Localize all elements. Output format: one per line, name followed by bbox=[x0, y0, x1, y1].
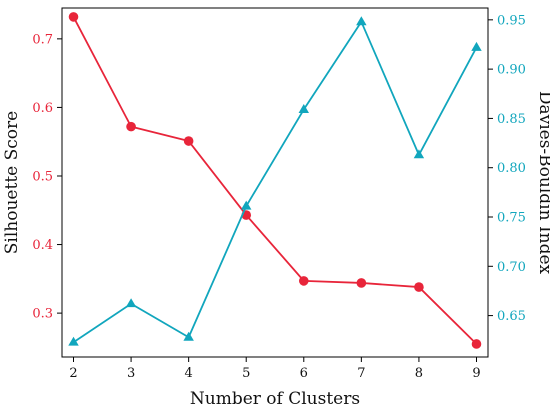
left-series-point bbox=[356, 278, 367, 288]
right-series-point bbox=[298, 104, 310, 113]
left-y-tick-label: 0.6 bbox=[32, 101, 53, 116]
x-tick-label: 5 bbox=[242, 366, 250, 381]
left-y-axis-title: Silhouette Score bbox=[2, 111, 22, 254]
right-series-point bbox=[240, 200, 252, 210]
left-y-tick-label: 0.5 bbox=[32, 169, 53, 184]
x-tick-label: 3 bbox=[127, 366, 135, 381]
right-series-point bbox=[68, 336, 79, 346]
x-tick-label: 6 bbox=[300, 366, 308, 381]
right-y-axis-ticks: 0.65 0.70 0.75 0.80 0.85 0.90 0.95 bbox=[488, 13, 526, 324]
x-tick-label: 9 bbox=[472, 366, 480, 381]
left-series-point bbox=[414, 282, 424, 292]
right-y-axis-title: Davies-Bouldin Index bbox=[535, 91, 550, 275]
plot-frame bbox=[61, 7, 489, 358]
left-series-point bbox=[298, 276, 309, 286]
x-tick-label: 4 bbox=[185, 366, 193, 381]
right-series-point bbox=[471, 41, 482, 51]
right-y-tick-label: 0.85 bbox=[497, 112, 526, 127]
left-y-tick-label: 0.4 bbox=[32, 238, 53, 253]
right-series-point bbox=[356, 16, 367, 26]
left-series-point bbox=[183, 136, 194, 146]
x-axis-ticks: 2 3 4 5 6 7 8 9 bbox=[69, 357, 481, 381]
series-layer bbox=[68, 12, 482, 349]
right-y-tick-label: 0.80 bbox=[497, 161, 526, 176]
right-y-tick-label: 0.95 bbox=[497, 13, 526, 28]
right-series-point bbox=[125, 298, 137, 308]
x-tick-label: 8 bbox=[415, 366, 423, 381]
left-y-axis-ticks: 0.3 0.4 0.5 0.6 0.7 bbox=[32, 32, 62, 322]
x-tick-label: 2 bbox=[69, 366, 77, 381]
left-series-point bbox=[126, 121, 136, 132]
right-y-tick-label: 0.75 bbox=[497, 211, 526, 226]
left-y-tick-label: 0.3 bbox=[32, 307, 53, 322]
left-series-point bbox=[68, 12, 79, 22]
right-y-tick-label: 0.70 bbox=[497, 260, 526, 275]
right-y-tick-label: 0.65 bbox=[497, 309, 526, 324]
right-series-point bbox=[183, 331, 194, 341]
x-axis-title: Number of Clusters bbox=[190, 389, 360, 409]
left-series-line bbox=[72, 16, 478, 345]
right-series-line bbox=[73, 20, 478, 343]
plot-border bbox=[61, 7, 489, 358]
left-series-point bbox=[471, 339, 482, 349]
left-y-tick-label: 0.7 bbox=[32, 32, 53, 47]
right-y-tick-label: 0.90 bbox=[497, 63, 526, 78]
right-series-point bbox=[413, 149, 425, 159]
x-tick-label: 7 bbox=[357, 366, 365, 381]
